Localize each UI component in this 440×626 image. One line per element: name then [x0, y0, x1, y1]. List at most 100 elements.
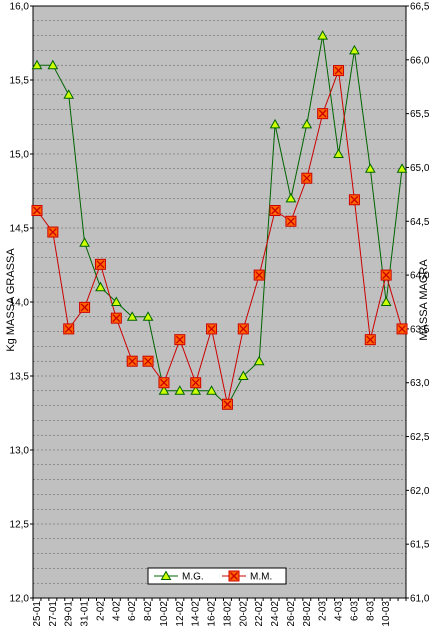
x-category-label: 6-02	[127, 601, 138, 621]
mm-point-cross	[271, 206, 280, 215]
mm-point-cross	[191, 378, 200, 387]
left-axis-label: Kg MASSA GRASSA	[5, 248, 17, 352]
mg-point	[364, 163, 376, 173]
mg-point	[63, 89, 75, 99]
legend-label: M.G.	[182, 572, 204, 583]
x-category-label: 26-02	[286, 601, 297, 626]
mg-point	[317, 30, 329, 40]
mg-point	[333, 148, 344, 158]
right-axis-label: MASSA MAGRA	[418, 259, 430, 341]
x-category-label: 8-02	[143, 601, 154, 621]
x-category-label: 27-01	[48, 601, 59, 626]
right-tick-label: 64,0	[410, 271, 430, 282]
right-tick-label: 65,5	[410, 109, 430, 120]
right-axis-ticks: 61,0 61,5 62,0 62,5 63,0 63,5 64,0 64,5 65,0 65,5…	[406, 2, 430, 605]
mm-point-cross	[33, 206, 41, 215]
x-category-label: 24-02	[270, 601, 281, 626]
mm-point-cross	[255, 271, 264, 280]
mm-point-cross	[64, 324, 73, 333]
mm-point-cross	[96, 260, 105, 269]
left-tick-label: 13,0	[10, 446, 30, 457]
legend: M.G. M.M.	[147, 567, 287, 585]
mg-point	[174, 385, 186, 395]
legend-box	[147, 567, 287, 585]
mm-point-cross	[286, 217, 295, 226]
mm-point	[142, 355, 154, 367]
mm-point-cross	[398, 324, 406, 333]
mm-point	[110, 312, 122, 324]
series-line-mm	[36, 70, 403, 405]
mg-point	[47, 59, 59, 70]
mm-point-cross	[112, 314, 121, 323]
mg-point	[301, 118, 313, 129]
mg-point	[190, 385, 202, 395]
left-tick-label: 15,0	[10, 150, 30, 161]
mm-point	[126, 355, 138, 367]
mm-point	[79, 301, 91, 313]
right-tick-label: 66,0	[410, 55, 430, 66]
mm-point	[190, 377, 202, 389]
x-category-label: 14-02	[191, 601, 202, 626]
x-category-label: 4-02	[111, 601, 122, 621]
mm-point-cross	[80, 303, 89, 312]
right-tick-label: 62,5	[410, 432, 430, 443]
plot-background	[33, 6, 406, 598]
plot-area	[32, 5, 407, 599]
mm-point-cross	[302, 174, 311, 183]
mm-point	[221, 398, 233, 410]
mg-point	[285, 192, 297, 203]
mg-point	[396, 163, 408, 173]
right-tick-label: 64,5	[410, 217, 430, 228]
x-category-label: 20-02	[238, 601, 249, 626]
x-category-label: 22-02	[254, 601, 265, 626]
right-tick-label: 63,5	[410, 324, 430, 335]
x-category-label: 4-03	[334, 601, 345, 621]
mm-point	[333, 65, 345, 77]
right-tick-label: 66,5	[410, 2, 430, 13]
mm-point-cross	[48, 228, 57, 236]
mm-point	[269, 205, 281, 217]
x-category-label: 2-02	[95, 601, 106, 621]
mm-point	[253, 269, 265, 281]
mm-point-cross	[318, 109, 327, 118]
mg-point	[126, 311, 138, 321]
mg-point	[237, 370, 249, 380]
x-category-label: 31-01	[80, 601, 91, 626]
right-tick-label: 61,5	[410, 540, 430, 551]
mg-point	[269, 118, 281, 129]
legend-label: M.M.	[250, 572, 272, 583]
mm-point	[317, 108, 329, 120]
left-tick-label: 15,5	[10, 76, 30, 87]
mg-point	[160, 570, 172, 580]
x-category-label: 8-03	[365, 601, 376, 621]
x-category-label: 28-02	[302, 601, 313, 626]
mm-point	[47, 226, 59, 238]
x-category-label: 10-03	[381, 601, 392, 626]
x-category-label: 12-02	[175, 601, 186, 626]
x-category-label: 29-01	[64, 601, 75, 626]
x-category-label: 2-03	[318, 601, 329, 621]
mm-point-cross	[350, 195, 359, 204]
left-tick-label: 14,5	[10, 224, 30, 235]
x-category-label: 16-02	[207, 601, 218, 626]
left-axis-ticks: 12,0 12,5 13,0 13,5 14,0 14,5 15,0 15,5 16,0	[10, 2, 33, 605]
mm-point-cross	[159, 378, 168, 387]
left-tick-label: 14,0	[10, 298, 30, 309]
mg-point	[79, 237, 90, 247]
mm-point	[364, 334, 376, 346]
mg-point	[380, 296, 392, 306]
mm-point-cross	[175, 335, 184, 344]
series-layer	[31, 30, 408, 410]
mm-point	[237, 323, 249, 335]
mm-point	[228, 570, 240, 582]
mm-point	[158, 377, 170, 389]
x-category-label: 18-02	[222, 601, 233, 626]
left-tick-label: 12,0	[10, 594, 30, 605]
mg-point	[95, 281, 106, 292]
mm-point	[63, 323, 75, 335]
right-tick-label: 63,0	[410, 378, 430, 389]
mm-point	[396, 323, 408, 335]
mm-point	[301, 172, 313, 184]
mm-point-cross	[366, 335, 375, 344]
